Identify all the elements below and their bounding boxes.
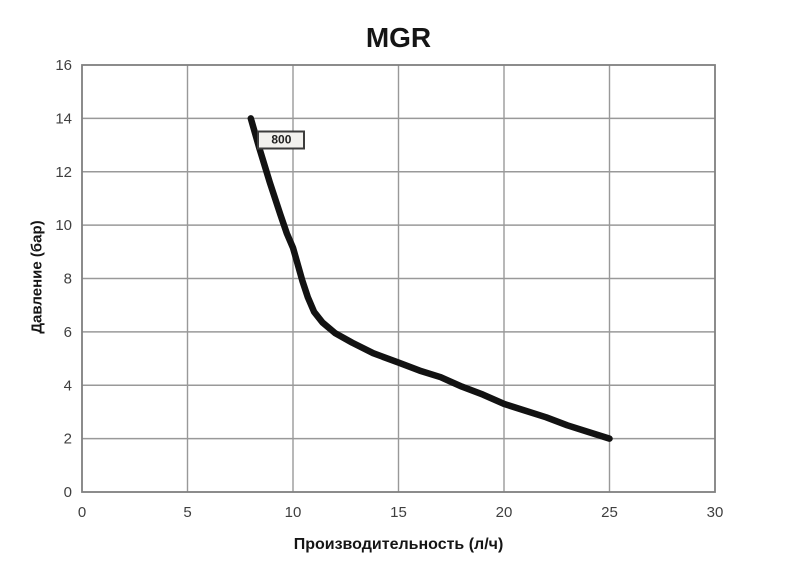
y-tick-label: 4 — [64, 377, 72, 394]
series-annotation-label: 800 — [271, 132, 292, 147]
y-tick-label: 14 — [55, 110, 72, 127]
y-tick-label: 0 — [64, 484, 72, 501]
x-tick-label: 0 — [78, 504, 86, 521]
series-annotation-box: 800 — [257, 130, 306, 150]
y-tick-label: 16 — [55, 57, 72, 74]
y-tick-label: 10 — [55, 217, 72, 234]
y-tick-label: 8 — [64, 271, 72, 288]
y-tick-label: 6 — [64, 324, 72, 341]
x-axis-title: Производительность (л/ч) — [293, 536, 504, 553]
y-tick-label: 12 — [55, 164, 72, 181]
x-tick-label: 30 — [707, 504, 724, 521]
chart-title: MGR — [365, 22, 432, 53]
x-tick-label: 20 — [496, 504, 513, 521]
x-tick-label: 15 — [390, 504, 407, 521]
plot-border — [81, 64, 716, 493]
x-tick-label: 10 — [285, 504, 302, 521]
series-curve — [247, 115, 613, 442]
x-tick-label: 5 — [183, 504, 191, 521]
x-tick-label: 25 — [601, 504, 618, 521]
y-tick-label: 2 — [64, 431, 72, 448]
y-axis-title: Давление (бар) — [28, 220, 46, 334]
